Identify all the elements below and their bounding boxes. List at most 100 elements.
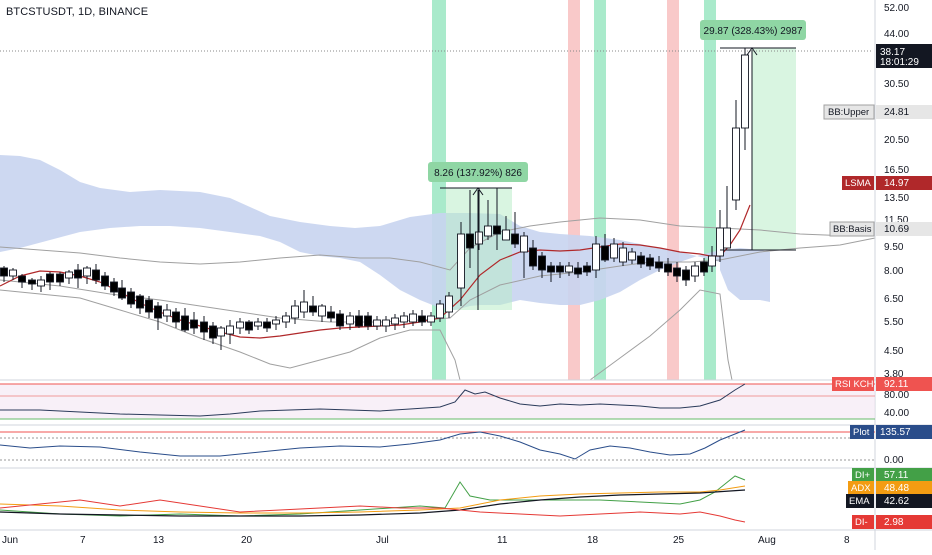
rsi-value-box [876, 377, 932, 391]
measure-label: 8.26 (137.92%) 826 [428, 162, 528, 182]
candle-bearish [336, 313, 344, 327]
candle-bearish [664, 263, 672, 273]
candle-bullish [346, 315, 354, 325]
price-axis-tick: 13.50 [884, 193, 909, 204]
time-axis-label: 13 [153, 535, 165, 546]
candle-bullish [65, 271, 73, 279]
price-axis-tick: 5.50 [884, 317, 904, 328]
candle-bullish [723, 227, 731, 249]
red-signal-band [568, 0, 580, 380]
candle-bearish [511, 233, 519, 245]
plot-axis: Plot 135.57 0.00 [850, 425, 932, 466]
time-axis[interactable]: Jun 7 13 20 Jul 11 18 25 Aug 8 [2, 535, 850, 546]
bb-upper-value: 24.81 [884, 107, 909, 118]
time-axis-label: 18 [587, 535, 599, 546]
time-axis-label: 8 [844, 535, 850, 546]
candle-bearish [547, 265, 555, 273]
candle-bullish [272, 319, 280, 325]
price-axis-tick: 30.50 [884, 79, 909, 90]
candle-bullish [445, 295, 453, 313]
candle-bearish [181, 315, 189, 331]
bb-basis-value: 10.69 [884, 224, 909, 235]
red-signal-band [667, 0, 679, 380]
candle-bullish [427, 315, 435, 323]
candle-bearish [637, 255, 645, 265]
candle-bearish [190, 319, 198, 329]
candle-bearish [101, 275, 109, 287]
candle-bullish [502, 229, 510, 241]
last-price-tag: 38.17 18:01:29 [876, 44, 932, 68]
bb-basis-line [0, 237, 876, 323]
price-axis-tick: 8.00 [884, 266, 904, 277]
measure-arrows [440, 47, 796, 310]
bb-upper-tag: BB:Upper 24.81 [823, 104, 932, 120]
rsi-tick: 80.00 [884, 390, 909, 401]
price-axis-tick: 16.50 [884, 165, 909, 176]
bar-countdown: 18:01:29 [880, 57, 919, 68]
plot-value-box [876, 425, 932, 439]
di-minus-label-box [852, 515, 874, 529]
candle-bullish [400, 315, 408, 323]
bb-upper-value-box [876, 105, 932, 119]
adx-value: 48.48 [884, 483, 909, 494]
di-minus-label: DI- [855, 517, 868, 528]
candle-bullish [282, 315, 290, 323]
measure-label-text: 29.87 (328.43%) 2987 [704, 26, 803, 37]
candle-bearish [200, 321, 208, 333]
price-axis-tick: 6.50 [884, 294, 904, 305]
candle-bearish [673, 267, 681, 277]
di-plus-value-box [876, 468, 932, 482]
candle-bearish [601, 245, 609, 261]
candle-bearish [245, 321, 253, 331]
adx-line [0, 485, 746, 514]
price-tags: 38.17 18:01:29 BB:Upper 24.81 LSMA 14.97… [823, 44, 932, 237]
lsma-value-box [876, 176, 932, 190]
rsi-line [0, 383, 746, 417]
candle-bearish [118, 287, 126, 299]
ema-label-box [846, 494, 874, 508]
candle-bullish [83, 267, 91, 277]
candle-bearish [209, 325, 217, 339]
lsma-label: LSMA [845, 178, 872, 189]
candle-bullish [628, 251, 636, 261]
time-axis-label: Jul [376, 535, 389, 546]
candle-bullish [610, 243, 618, 259]
plot-line [0, 429, 746, 460]
candle-bullish [475, 231, 483, 245]
plot-label-box [850, 425, 874, 439]
di-minus-value: 2.98 [884, 517, 904, 528]
rsi-value: 92.11 [884, 379, 909, 390]
lsma-value: 14.97 [884, 178, 909, 189]
di-minus-line [0, 499, 746, 523]
rsi-label-box [832, 377, 874, 391]
candle-bullish [691, 265, 699, 277]
rsi-tick: 40.00 [884, 408, 909, 419]
measure-range-box [752, 48, 796, 250]
candle-bullish [741, 54, 749, 129]
candle-bearish [538, 255, 546, 271]
price-axis[interactable]: 52.00 44.00 30.50 20.50 16.50 13.50 11.50 9.50 8… [884, 3, 909, 380]
candle-bearish [136, 295, 144, 309]
ema-value-box [876, 494, 932, 508]
candle-bearish [355, 315, 363, 327]
candle-bullish [300, 301, 308, 313]
measure-label-box [700, 20, 806, 40]
price-axis-tick: 9.50 [884, 242, 904, 253]
candle-bullish [484, 225, 492, 237]
time-axis-label: 20 [241, 535, 253, 546]
candle-bullish [163, 309, 171, 317]
rsi-panel[interactable] [0, 383, 875, 420]
di-minus-value-box [876, 515, 932, 529]
bb-upper-label: BB:Upper [828, 107, 869, 118]
dmi-panel[interactable] [0, 475, 746, 523]
price-axis-tick: 20.50 [884, 135, 909, 146]
candle-bullish [9, 269, 17, 277]
price-axis-tick: 52.00 [884, 3, 909, 14]
ema-label: EMA [849, 496, 870, 507]
di-plus-label-box [852, 468, 874, 482]
bb-lower-line [0, 289, 461, 381]
plot-panel[interactable] [0, 429, 875, 461]
